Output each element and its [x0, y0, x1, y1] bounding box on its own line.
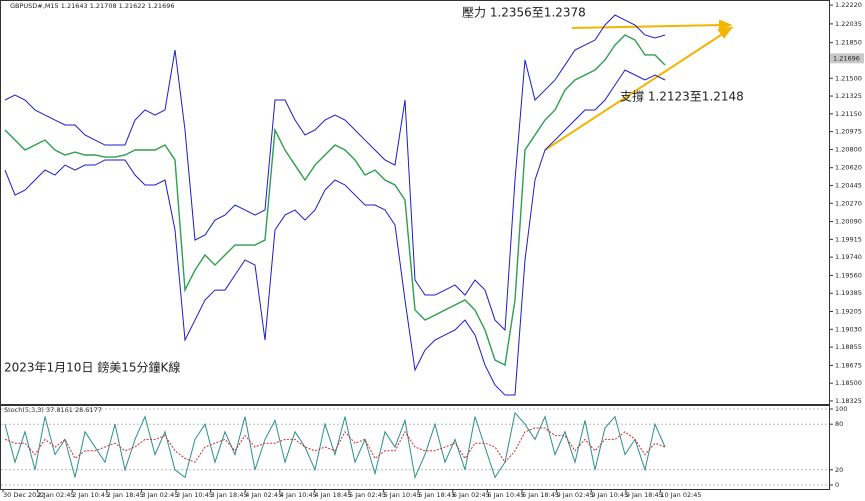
y-tick-label: 1.19740 [835, 253, 862, 261]
current-price-box [830, 53, 864, 64]
annotation-lines [544, 19, 734, 151]
x-tick-label: 2 Jan 18:45 [107, 491, 144, 499]
x-tick-label: 9 Jan 18:45 [626, 491, 663, 499]
x-tick-label: 5 Jan 02:45 [349, 491, 386, 499]
arrow-head [717, 26, 734, 39]
y-tick-label: 20 [835, 466, 843, 474]
y-tick-label: 1.18325 [835, 397, 862, 405]
y-tick-label: 1.19915 [835, 235, 862, 243]
annotation: 壓力 1.2356至1.2378 [462, 6, 586, 20]
series-line [4, 69, 666, 396]
x-tick-label: 6 Jan 10:45 [487, 491, 524, 499]
y-tick-label: 0 [835, 481, 839, 489]
x-tick-label: 4 Jan 10:45 [280, 491, 317, 499]
y-tick-label: 1.19385 [835, 289, 862, 297]
y-tick-label: 1.18675 [835, 361, 862, 369]
x-tick-label: 2 Jan 02:45 [38, 491, 75, 499]
y-tick-label: 80 [835, 420, 843, 428]
y-tick-label: 1.20620 [835, 164, 862, 172]
x-tick-label: 3 Jan 18:45 [211, 491, 248, 499]
y-tick-label: 1.20800 [835, 145, 862, 153]
y-tick-label: 1.21150 [835, 110, 862, 118]
main-panel [0, 0, 830, 405]
y-tick-label: 1.20445 [835, 181, 862, 189]
x-tick-label: 4 Jan 02:45 [245, 491, 282, 499]
y-tick-label: 1.20270 [835, 199, 862, 207]
y-tick-label: 1.22220 [835, 1, 862, 9]
resistance-line [571, 24, 723, 29]
y-tick-label: 1.21500 [835, 74, 862, 82]
arrow-head [719, 19, 733, 31]
x-tick-label: 6 Jan 02:45 [453, 491, 490, 499]
x-tick-label: 5 Jan 10:45 [384, 491, 421, 499]
annotation: 2023年1月10日 鎊美15分鐘K線 [4, 360, 180, 375]
x-tick-label: 10 Jan 02:45 [660, 491, 701, 499]
chart-title: GBPUSD#,M15 1.21643 1.21708 1.21622 1.21… [10, 2, 174, 10]
x-tick-label: 5 Jan 18:45 [418, 491, 455, 499]
y-tick-label: 1.19560 [835, 271, 862, 279]
series-line [4, 14, 666, 332]
x-tick-label: 9 Jan 10:45 [591, 491, 628, 499]
x-tick-label: 2 Jan 10:45 [72, 491, 109, 499]
support-line [544, 32, 725, 151]
y-tick-label: 1.20975 [835, 128, 862, 136]
current-price-label: 1.21696 [833, 54, 860, 62]
y-tick-label: 1.19030 [835, 325, 862, 333]
y-tick-label: 1.21325 [835, 92, 862, 100]
y-tick-label: 1.20090 [835, 218, 862, 226]
x-tick-label: 6 Jan 18:45 [522, 491, 559, 499]
y-tick-label: 1.19205 [835, 308, 862, 316]
x-tick-label: 3 Jan 10:45 [176, 491, 213, 499]
series-line [4, 411, 666, 480]
annotation: 支撐 1.2123至1.2148 [620, 90, 744, 104]
y-tick-label: 1.18855 [835, 343, 862, 351]
series-line [4, 427, 666, 464]
indicator-title: Stoch(5,3,3) 37.8161 28.6177 [4, 406, 102, 414]
x-tick-label: 3 Jan 02:45 [141, 491, 178, 499]
y-tick-label: 1.21850 [835, 39, 862, 47]
series-line [4, 34, 666, 367]
y-tick-label: 1.18500 [835, 379, 862, 387]
y-tick-label: 100 [835, 405, 847, 413]
x-tick-label: 30 Dec 2022 [3, 491, 45, 499]
y-tick-label: 1.22035 [835, 20, 862, 28]
x-tick-label: 9 Jan 02:45 [557, 491, 594, 499]
x-tick-label: 4 Jan 18:45 [314, 491, 351, 499]
